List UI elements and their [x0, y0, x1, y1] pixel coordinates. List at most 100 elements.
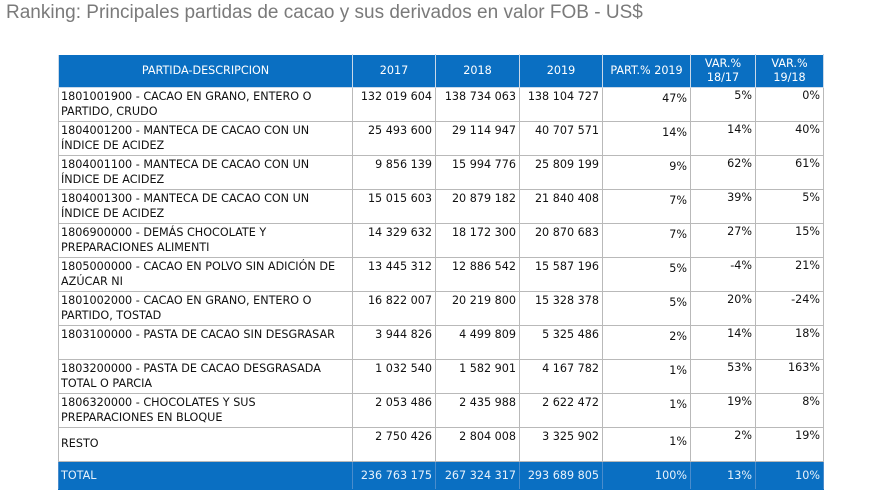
cell-2018: 2 804 008 [435, 427, 520, 462]
cell-var-18-17: 14% [690, 121, 756, 156]
cell-2019: 20 870 683 [519, 223, 603, 258]
cell-var-19-18: 0% [755, 87, 824, 122]
cell-2018: 138 734 063 [435, 87, 520, 122]
cell-var-19-18: 163% [755, 359, 824, 394]
cell-description: 1804001300 - MANTECA DE CACAO CON UN ÍND… [58, 189, 353, 224]
header-var-18-17-line2: 18/17 [706, 71, 740, 84]
cell-2019: 3 325 902 [519, 427, 603, 462]
cell-description: 1801001900 - CACAO EN GRANO, ENTERO O PA… [58, 87, 353, 122]
cell-2017: 15 015 603 [352, 189, 436, 224]
total-row: TOTAL 236 763 175 267 324 317 293 689 80… [58, 461, 824, 490]
cell-2018: 15 994 776 [435, 155, 520, 190]
cell-2019: 2 622 472 [519, 393, 603, 428]
cell-2017: 25 493 600 [352, 121, 436, 156]
header-var-18-17: VAR.% 18/17 [690, 54, 756, 88]
cell-2017: 132 019 604 [352, 87, 436, 122]
header-var-19-18: VAR.% 19/18 [755, 54, 824, 88]
cell-2017: 16 822 007 [352, 291, 436, 326]
cell-var-19-18: 40% [755, 121, 824, 156]
cell-description: 1803200000 - PASTA DE CACAO DESGRASADA T… [58, 359, 353, 394]
cell-2018: 4 499 809 [435, 325, 520, 360]
cell-2018: 20 219 800 [435, 291, 520, 326]
cell-var-19-18: 15% [755, 223, 824, 258]
cell-2017: 9 856 139 [352, 155, 436, 190]
cell-part-2019: 47% [602, 87, 691, 122]
cell-part-2019: 1% [602, 427, 691, 462]
table-row: 1805000000 - CACAO EN POLVO SIN ADICIÓN … [58, 257, 824, 292]
cell-description: 1804001200 - MANTECA DE CACAO CON UN ÍND… [58, 121, 353, 156]
cell-var-18-17: 27% [690, 223, 756, 258]
header-2019: 2019 [519, 54, 603, 88]
table-row: 1801001900 - CACAO EN GRANO, ENTERO O PA… [58, 87, 824, 122]
table-row: 1806900000 - DEMÁS CHOCOLATE Y PREPARACI… [58, 223, 824, 258]
cell-part-2019: 1% [602, 393, 691, 428]
cell-var-19-18: 5% [755, 189, 824, 224]
cell-var-19-18: 21% [755, 257, 824, 292]
cell-var-19-18: 19% [755, 427, 824, 462]
total-var-19-18: 10% [755, 461, 824, 490]
cell-description: 1803100000 - PASTA DE CACAO SIN DESGRASA… [58, 325, 353, 360]
cell-part-2019: 7% [602, 223, 691, 258]
cell-var-18-17: 39% [690, 189, 756, 224]
header-2017: 2017 [352, 54, 436, 88]
cell-2018: 2 435 988 [435, 393, 520, 428]
cell-var-18-17: 14% [690, 325, 756, 360]
cell-2017: 3 944 826 [352, 325, 436, 360]
cell-description: RESTO [58, 427, 353, 462]
cell-part-2019: 14% [602, 121, 691, 156]
page-title: Ranking: Principales partidas de cacao y… [6, 2, 643, 23]
total-part-2019: 100% [602, 461, 691, 490]
cell-var-19-18: 8% [755, 393, 824, 428]
total-var-18-17: 13% [690, 461, 756, 490]
ranking-table: PARTIDA-DESCRIPCION 2017 2018 2019 PART.… [58, 54, 824, 490]
total-2019: 293 689 805 [519, 461, 603, 490]
table-row: 1804001200 - MANTECA DE CACAO CON UN ÍND… [58, 121, 824, 156]
cell-2019: 138 104 727 [519, 87, 603, 122]
cell-description: 1806320000 - CHOCOLATES Y SUS PREPARACIO… [58, 393, 353, 428]
cell-var-18-17: -4% [690, 257, 756, 292]
cell-2018: 18 172 300 [435, 223, 520, 258]
cell-2018: 1 582 901 [435, 359, 520, 394]
cell-2019: 21 840 408 [519, 189, 603, 224]
table-row: 1801002000 - CACAO EN GRANO, ENTERO O PA… [58, 291, 824, 326]
header-2018: 2018 [435, 54, 520, 88]
table-row: 1803200000 - PASTA DE CACAO DESGRASADA T… [58, 359, 824, 394]
cell-2018: 29 114 947 [435, 121, 520, 156]
cell-2017: 14 329 632 [352, 223, 436, 258]
header-var-19-18-line2: 19/18 [773, 71, 806, 84]
cell-var-19-18: 18% [755, 325, 824, 360]
cell-2019: 15 587 196 [519, 257, 603, 292]
cell-part-2019: 1% [602, 359, 691, 394]
header-partida-descripcion: PARTIDA-DESCRIPCION [58, 54, 353, 88]
table-row: 1804001300 - MANTECA DE CACAO CON UN ÍND… [58, 189, 824, 224]
cell-description: 1804001100 - MANTECA DE CACAO CON UN ÍND… [58, 155, 353, 190]
header-var-18-17-line1: VAR.% [704, 57, 742, 70]
cell-2019: 5 325 486 [519, 325, 603, 360]
cell-2017: 2 750 426 [352, 427, 436, 462]
cell-description: 1806900000 - DEMÁS CHOCOLATE Y PREPARACI… [58, 223, 353, 258]
cell-2017: 13 445 312 [352, 257, 436, 292]
cell-2019: 4 167 782 [519, 359, 603, 394]
cell-var-19-18: -24% [755, 291, 824, 326]
cell-2018: 12 886 542 [435, 257, 520, 292]
cell-description: 1805000000 - CACAO EN POLVO SIN ADICIÓN … [58, 257, 353, 292]
cell-var-19-18: 61% [755, 155, 824, 190]
table-row: 1806320000 - CHOCOLATES Y SUS PREPARACIO… [58, 393, 824, 428]
cell-description: 1801002000 - CACAO EN GRANO, ENTERO O PA… [58, 291, 353, 326]
cell-part-2019: 2% [602, 325, 691, 360]
cell-2019: 40 707 571 [519, 121, 603, 156]
cell-part-2019: 5% [602, 291, 691, 326]
table-row: 1804001100 - MANTECA DE CACAO CON UN ÍND… [58, 155, 824, 190]
total-2018: 267 324 317 [435, 461, 520, 490]
cell-2018: 20 879 182 [435, 189, 520, 224]
total-label: TOTAL [58, 461, 353, 490]
table-row-resto: RESTO 2 750 426 2 804 008 3 325 902 1% 2… [58, 427, 824, 462]
cell-var-18-17: 53% [690, 359, 756, 394]
header-part-2019: PART.% 2019 [602, 54, 691, 88]
cell-2017: 2 053 486 [352, 393, 436, 428]
table-row: 1803100000 - PASTA DE CACAO SIN DESGRASA… [58, 325, 824, 360]
cell-part-2019: 9% [602, 155, 691, 190]
cell-var-18-17: 19% [690, 393, 756, 428]
cell-2019: 15 328 378 [519, 291, 603, 326]
cell-2017: 1 032 540 [352, 359, 436, 394]
